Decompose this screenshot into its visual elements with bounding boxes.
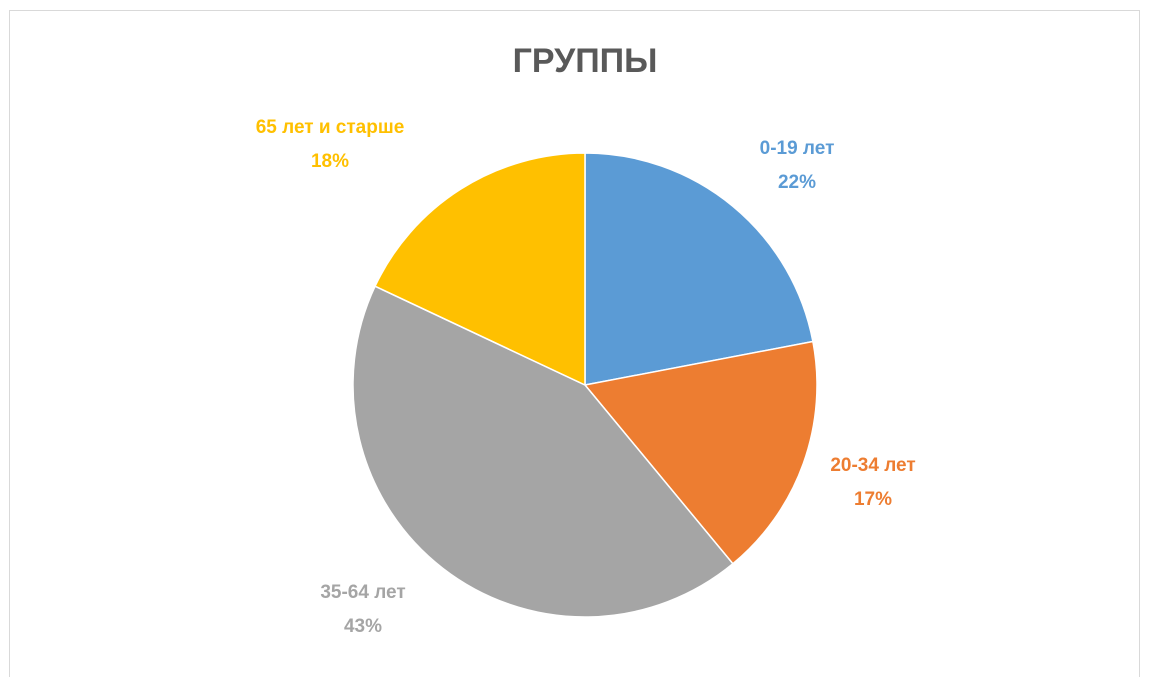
pie-slice [374, 152, 586, 387]
slice-value-label: 43% [344, 616, 382, 637]
slice-label: 20-34 лет [830, 455, 915, 476]
slice-label: 65 лет и старше [256, 117, 405, 138]
chart-title: ГРУППЫ [513, 42, 658, 80]
slice-value-label: 18% [311, 151, 349, 172]
pie-slice [583, 340, 818, 565]
slice-label: 35-64 лет [320, 582, 405, 603]
pie-slice [584, 152, 814, 386]
pie-slice [352, 285, 734, 618]
slice-value-label: 22% [778, 172, 816, 193]
slice-label: 0-19 лет [760, 138, 835, 159]
slice-value-label: 17% [854, 489, 892, 510]
